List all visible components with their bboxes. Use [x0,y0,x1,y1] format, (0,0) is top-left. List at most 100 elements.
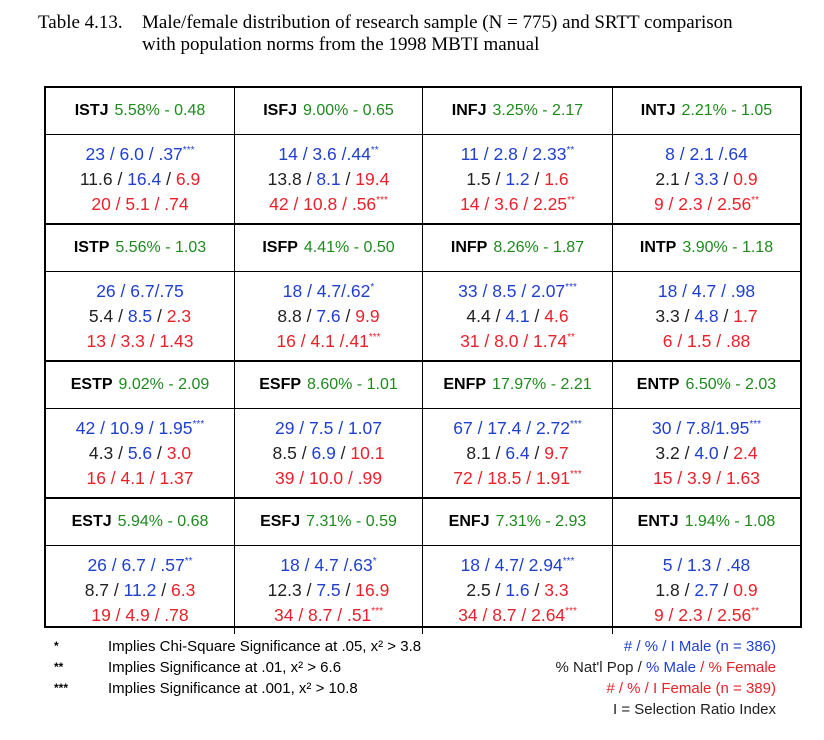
pop-separator: / [490,579,506,600]
pop-female: 3.0 [166,442,192,463]
male-significance: ** [370,144,379,156]
pop-separator: / [152,305,167,326]
pop-national: 3.3 [655,305,680,326]
population-line: 3.2 / 4.0 / 2.4 [655,441,757,466]
caption-line-1: Male/female distribution of research sam… [142,12,733,33]
male-values: 30 / 7.8/1.95 [652,417,750,438]
type-header-cell: ESFP 8.60% - 1.01 [235,362,423,408]
type-header-cell: INTJ 2.21% - 1.05 [613,88,800,134]
pop-female: 2.4 [733,442,758,463]
female-line: 42 / 10.8 / .56*** [269,192,388,217]
type-header-cell: ISTP 5.56% - 1.03 [46,225,235,271]
male-significance: * [370,281,375,293]
legend-mark: *** [54,681,69,695]
pop-separator: / [679,168,695,189]
male-line: 67 / 17.4 / 2.72*** [453,416,581,441]
pop-separator: / [152,442,167,463]
pop-female: 0.9 [733,579,758,600]
male-significance: * [372,555,377,567]
legend-index-line: I = Selection Ratio Index [612,701,776,718]
pop-male: 1.2 [505,168,530,189]
type-data-cell: 18 / 4.7/ 2.94*** 2.5 / 1.6 / 3.3 34 / 8.7… [423,546,613,634]
type-header-cell: INFJ 3.25% - 2.17 [423,88,613,134]
male-values: 18 / 4.7 /.63 [280,554,373,575]
type-stat: 5.56% - 1.03 [115,239,207,256]
type-code: ESFP [259,376,302,393]
pop-national: 3.2 [655,442,680,463]
male-significance: *** [570,418,582,430]
pop-male: 4.8 [694,305,719,326]
pop-national: 13.8 [267,168,302,189]
pop-separator: / [679,305,695,326]
type-data-row: 42 / 10.9 / 1.95*** 4.3 / 5.6 / 3.0 16 / 4… [46,409,800,499]
type-code: ISTP [73,239,110,256]
pop-male: 8.1 [316,168,341,189]
type-stat: 1.94% - 1.08 [684,513,776,530]
male-values: 18 / 4.7/.62 [282,280,371,301]
type-code: INTP [639,239,677,256]
pop-separator: / [113,442,128,463]
type-data-cell: 18 / 4.7/.62* 8.8 / 7.6 / 9.9 16 / 4.1 /.4… [235,272,423,360]
pop-national: 1.8 [655,579,680,600]
female-values: 34 / 8.7 / 2.64 [458,604,566,625]
pop-separator: / [529,168,545,189]
pop-male: 6.9 [311,442,336,463]
pop-separator: / [718,579,734,600]
pop-separator: / [340,168,356,189]
type-stat: 9.00% - 0.65 [303,102,394,119]
caption-number: Table 4.13. [38,12,123,33]
legend-male-line: # / % / I Male (n = 386) [623,638,776,655]
type-header-cell: ISFP 4.41% - 0.50 [235,225,423,271]
pop-male: 2.7 [694,579,719,600]
type-header-cell: ESTJ 5.94% - 0.68 [46,499,235,545]
female-line: 20 / 5.1 / .74 [91,192,188,217]
type-stat: 4.41% - 0.50 [303,239,395,256]
type-stat: 8.60% - 1.01 [307,376,398,393]
female-values: 14 / 3.6 / 2.25 [460,193,568,214]
pop-male: 7.5 [316,579,341,600]
pop-female: 9.9 [355,305,380,326]
female-significance: *** [565,605,577,617]
pop-separator: / [112,168,128,189]
population-line: 3.3 / 4.8 / 1.7 [655,304,757,329]
type-code: INFJ [451,102,487,119]
legend-female-line: # / % / I Female (n = 389) [606,680,776,697]
legend-text: Implies Significance at .01, x² > 6.6 [108,659,342,676]
type-code: ENTP [636,376,680,393]
population-line: 8.8 / 7.6 / 9.9 [277,304,379,329]
pop-female: 3.3 [544,579,569,600]
female-line: 34 / 8.7 / .51*** [274,603,383,628]
type-header-cell: ENTJ 1.94% - 1.08 [613,499,800,545]
population-line: 12.3 / 7.5 / 16.9 [268,578,390,603]
pop-male: 6.4 [505,442,530,463]
legend-text: Implies Chi-Square Significance at .05, … [108,638,422,655]
female-values: 42 / 10.8 / .56 [269,193,377,214]
type-data-cell: 8 / 2.1 /.64 2.1 / 3.3 / 0.9 9 / 2.3 / 2.5… [613,135,800,223]
pop-female: 10.1 [350,442,385,463]
population-line: 11.6 / 16.4 / 6.9 [80,167,200,192]
male-line: 11 / 2.8 / 2.33** [461,142,575,167]
male-values: 11 / 2.8 / 2.33 [460,143,567,164]
female-significance: ** [751,194,760,206]
male-line: 26 / 6.7/.75 [96,279,184,304]
pop-national: 8.5 [272,442,297,463]
male-significance: *** [192,418,205,430]
male-values: 14 / 3.6 /.44 [278,143,371,164]
type-data-row: 26 / 6.7 / .57** 8.7 / 11.2 / 6.3 19 / 4.9… [46,546,800,634]
male-line: 29 / 7.5 / 1.07 [275,416,382,441]
female-line: 9 / 2.3 / 2.56** [654,192,759,217]
male-values: 8 / 2.1 /.64 [665,143,748,164]
female-line: 14 / 3.6 / 2.25** [460,192,575,217]
male-line: 26 / 6.7 / .57** [87,553,192,578]
type-data-cell: 29 / 7.5 / 1.07 8.5 / 6.9 / 10.1 39 / 10.0… [235,409,423,497]
pop-separator: / [718,305,734,326]
female-values: 9 / 2.3 / 2.56 [653,604,752,625]
pop-male: 5.6 [127,442,153,463]
population-line: 13.8 / 8.1 / 19.4 [268,167,390,192]
pop-national: 8.8 [277,305,302,326]
pop-separator: / [161,168,176,189]
pop-female: 2.3 [166,305,192,326]
type-code: ENFP [443,376,487,393]
pop-separator: / [529,579,545,600]
type-stat: 8.26% - 1.87 [493,239,585,256]
